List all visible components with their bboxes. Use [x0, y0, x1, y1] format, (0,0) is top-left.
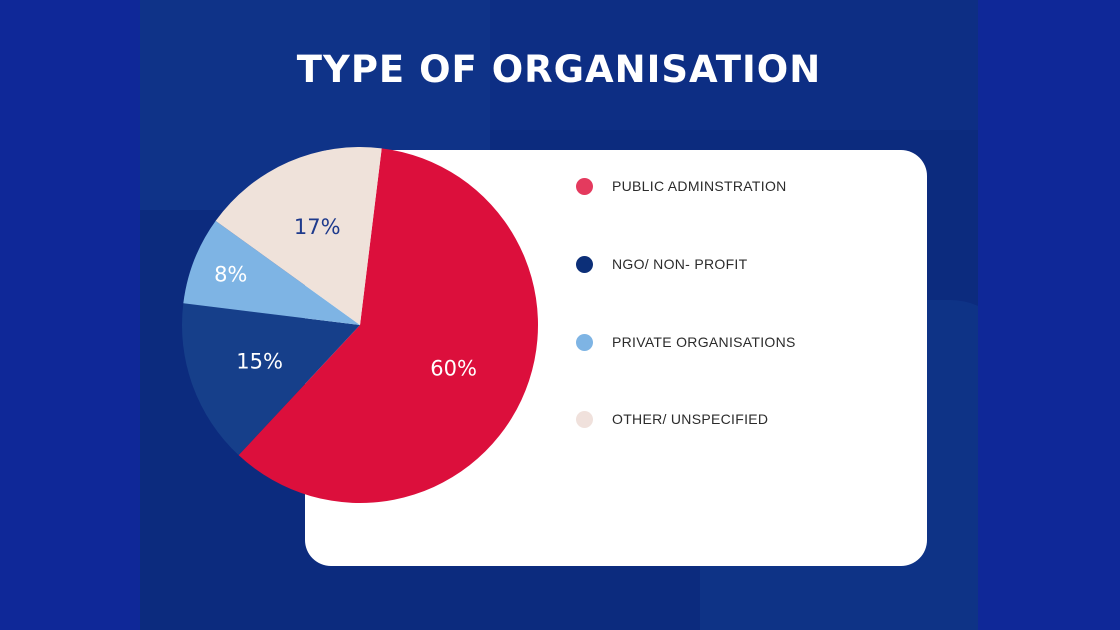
legend-item: PRIVATE ORGANISATIONS	[576, 331, 796, 353]
legend-item: PUBLIC ADMINSTRATION	[576, 175, 787, 197]
pie-slice	[183, 220, 360, 325]
legend-label: OTHER/ UNSPECIFIED	[612, 411, 769, 427]
pie-slice	[215, 146, 382, 325]
legend-swatch	[576, 410, 593, 428]
legend-swatch	[576, 333, 593, 351]
decorative-shape	[490, 0, 978, 130]
legend-label: PRIVATE ORGANISATIONS	[612, 334, 796, 350]
legend-item: OTHER/ UNSPECIFIED	[576, 408, 768, 430]
legend-swatch	[576, 255, 593, 273]
pie-slice	[238, 148, 538, 503]
slice-data-label: 60%	[430, 357, 477, 381]
slice-data-label: 17%	[294, 215, 341, 239]
legend-swatch	[576, 177, 593, 195]
pie-slice	[182, 303, 360, 456]
slice-data-label: 15%	[236, 350, 283, 374]
legend-item: NGO/ NON- PROFIT	[576, 253, 747, 275]
chart-title: TYPE OF ORGANISATION	[296, 48, 822, 91]
legend-label: PUBLIC ADMINSTRATION	[612, 178, 787, 194]
slice-data-label: 8%	[214, 262, 247, 286]
legend-label: NGO/ NON- PROFIT	[612, 256, 748, 272]
